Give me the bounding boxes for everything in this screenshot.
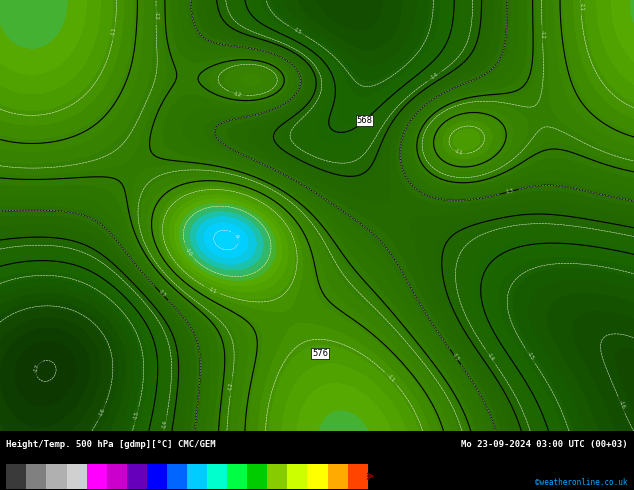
Bar <box>127 464 147 489</box>
Text: -12: -12 <box>153 11 158 20</box>
Bar <box>167 464 187 489</box>
Text: -12: -12 <box>233 91 242 98</box>
Bar <box>187 464 207 489</box>
Text: -16: -16 <box>98 408 106 418</box>
Text: -13: -13 <box>451 352 460 362</box>
Bar <box>147 464 167 489</box>
Text: -16: -16 <box>618 400 626 410</box>
Bar <box>287 464 307 489</box>
Text: -9: -9 <box>233 233 240 240</box>
Bar <box>67 464 87 489</box>
Text: Mo 23-09-2024 03:00 UTC (00+03): Mo 23-09-2024 03:00 UTC (00+03) <box>461 440 628 449</box>
Bar <box>328 464 347 489</box>
Text: -14: -14 <box>162 420 169 429</box>
Text: -11: -11 <box>386 374 396 384</box>
Text: -15: -15 <box>526 351 534 361</box>
Text: -17: -17 <box>33 363 41 373</box>
Bar <box>268 464 287 489</box>
Text: 568: 568 <box>356 116 373 125</box>
Text: 576: 576 <box>312 349 328 358</box>
Text: -13: -13 <box>505 188 515 195</box>
Bar <box>87 464 107 489</box>
Text: -13: -13 <box>157 289 167 298</box>
Bar <box>27 464 46 489</box>
Text: Height/Temp. 500 hPa [gdmp][°C] CMC/GEM: Height/Temp. 500 hPa [gdmp][°C] CMC/GEM <box>6 440 216 449</box>
Text: ©weatheronline.co.uk: ©weatheronline.co.uk <box>535 478 628 487</box>
Bar <box>247 464 268 489</box>
Text: -15: -15 <box>133 411 140 421</box>
Text: -10: -10 <box>184 246 193 257</box>
Bar <box>207 464 227 489</box>
Bar <box>46 464 67 489</box>
Text: -11: -11 <box>111 26 117 36</box>
Bar <box>6 464 27 489</box>
Text: -14: -14 <box>486 352 495 362</box>
Text: -11: -11 <box>578 1 583 11</box>
Bar <box>307 464 328 489</box>
Bar <box>107 464 127 489</box>
Text: -12: -12 <box>228 382 235 391</box>
Text: -11: -11 <box>453 148 463 156</box>
Bar <box>227 464 247 489</box>
Text: -12: -12 <box>540 29 545 39</box>
Bar <box>347 464 368 489</box>
Text: -14: -14 <box>430 72 440 81</box>
Text: -15: -15 <box>292 26 302 35</box>
Text: -11: -11 <box>207 286 217 294</box>
